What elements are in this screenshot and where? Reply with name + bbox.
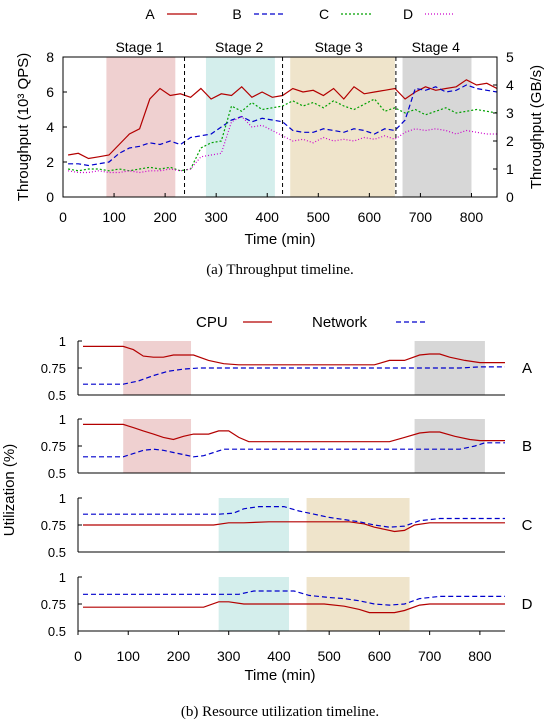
x-tick-label: 100 <box>102 209 126 225</box>
network-line <box>83 590 505 606</box>
y-tick-label-left: 2 <box>46 154 54 170</box>
y-axis-right-ticks: 0 1 2 3 4 5 <box>493 49 514 205</box>
y-tick-label: 1 <box>59 412 66 427</box>
y-tick-label: 0.75 <box>41 518 66 533</box>
y-tick-label-right: 4 <box>506 77 514 93</box>
stage-band <box>290 57 395 197</box>
x-tick-label: 500 <box>317 648 341 664</box>
x-tick-label: 300 <box>204 209 228 225</box>
y-tick-label: 0.75 <box>41 597 66 612</box>
stage-shading <box>106 57 472 197</box>
stage-dividers <box>184 57 397 197</box>
caption-a: (a) Throughput timeline. <box>206 262 354 278</box>
y-tick-label: 0.5 <box>48 388 66 403</box>
series-line-d <box>68 115 497 174</box>
y-tick-label-left: 0 <box>46 189 54 205</box>
x-tick-label: 600 <box>358 209 382 225</box>
cpu-line <box>83 601 505 614</box>
stage-band <box>205 57 275 197</box>
throughput-legend: A B C D <box>145 6 455 22</box>
y-tick-label: 0.5 <box>48 545 66 560</box>
x-tick-label: 400 <box>256 209 280 225</box>
x-tick-label: 100 <box>117 648 141 664</box>
stage-band <box>306 498 410 552</box>
x-tick-label: 800 <box>460 209 484 225</box>
y-tick-label-left: 8 <box>46 49 54 65</box>
y-tick-label: 0.75 <box>41 361 66 376</box>
y-axis-left-title: Throughput (10³ QPS) <box>15 53 32 201</box>
y-tick-label-right: 2 <box>506 133 514 149</box>
panel-b: 0.5 0.75 1 B <box>41 412 532 481</box>
panel-label: C <box>522 517 533 534</box>
stage-label: Stage 2 <box>215 39 263 55</box>
cpu-line <box>83 423 505 443</box>
series-line-b <box>68 84 498 167</box>
stage-label: Stage 1 <box>115 39 163 55</box>
panel-c: 0.5 0.75 1 C <box>41 491 533 560</box>
x-tick-label: 700 <box>409 209 433 225</box>
stage-band <box>402 57 472 197</box>
x-tick-label: 0 <box>59 209 67 225</box>
y-tick-label: 1 <box>59 570 66 585</box>
y-tick-label: 0.75 <box>41 439 66 454</box>
x-axis-ticks: 0 100 200 300 400 500 600 700 800 <box>59 193 483 225</box>
x-tick-label: 200 <box>167 648 191 664</box>
panel-label: A <box>522 360 532 377</box>
utilization-y-axis-title: Utilization (%) <box>1 444 18 537</box>
utilization-legend: CPU Network <box>196 314 426 331</box>
y-tick-label-right: 1 <box>506 161 514 177</box>
legend-label: C <box>319 6 329 22</box>
y-tick-label-left: 6 <box>46 84 54 100</box>
legend-label-cpu: CPU <box>196 314 228 331</box>
cpu-line <box>83 521 505 533</box>
y-axis-right-title: Throughput (GB/s) <box>528 65 545 189</box>
stage-labels: Stage 1 Stage 2 Stage 3 Stage 4 <box>115 39 460 55</box>
x-tick-label: 0 <box>74 648 82 664</box>
legend-label: B <box>232 6 241 22</box>
x-axis-title: Time (min) <box>244 231 315 248</box>
x-tick-label: 400 <box>267 648 291 664</box>
legend-label: A <box>145 6 155 22</box>
utilization-x-ticks: 0 100 200 300 400 500 600 700 800 <box>74 631 492 664</box>
panel-label: D <box>522 596 533 613</box>
x-tick-label: 600 <box>368 648 392 664</box>
panel-d: 0.5 0.75 1 D <box>41 570 533 639</box>
network-line <box>83 442 505 458</box>
utilization-x-axis-title: Time (min) <box>244 667 315 684</box>
y-tick-label: 1 <box>59 491 66 506</box>
cpu-line <box>83 345 505 366</box>
stage-label: Stage 3 <box>315 39 363 55</box>
y-tick-label-right: 0 <box>506 189 514 205</box>
panel-a: 0.5 0.75 1 A <box>41 334 532 403</box>
y-tick-label-left: 4 <box>46 119 54 135</box>
panel-label: B <box>522 438 532 455</box>
x-tick-label: 200 <box>153 209 177 225</box>
y-tick-label: 1 <box>59 334 66 349</box>
x-tick-label: 300 <box>217 648 241 664</box>
stage-band <box>106 57 176 197</box>
caption-b: (b) Resource utilization timeline. <box>181 704 379 720</box>
y-tick-label: 0.5 <box>48 624 66 639</box>
y-tick-label-right: 3 <box>506 105 514 121</box>
y-tick-label-right: 5 <box>506 49 514 65</box>
x-tick-label: 700 <box>418 648 442 664</box>
legend-label: D <box>403 6 413 22</box>
x-tick-label: 500 <box>307 209 331 225</box>
utilization-panels: 0.5 0.75 1 A 0.5 0.75 1 B 0.5 0.75 1 C 0.5 0.75 1 D <box>41 334 533 639</box>
y-tick-label: 0.5 <box>48 466 66 481</box>
legend-label-network: Network <box>312 314 368 331</box>
stage-label: Stage 4 <box>412 39 460 55</box>
network-line <box>83 366 505 385</box>
network-line <box>83 506 505 528</box>
y-axis-left-ticks: 0 2 4 6 8 <box>46 49 67 205</box>
utilization-chart: CPU Network 0.50.751A0.50.751B0.50.751C0.… <box>1 314 533 720</box>
x-tick-label: 800 <box>468 648 492 664</box>
